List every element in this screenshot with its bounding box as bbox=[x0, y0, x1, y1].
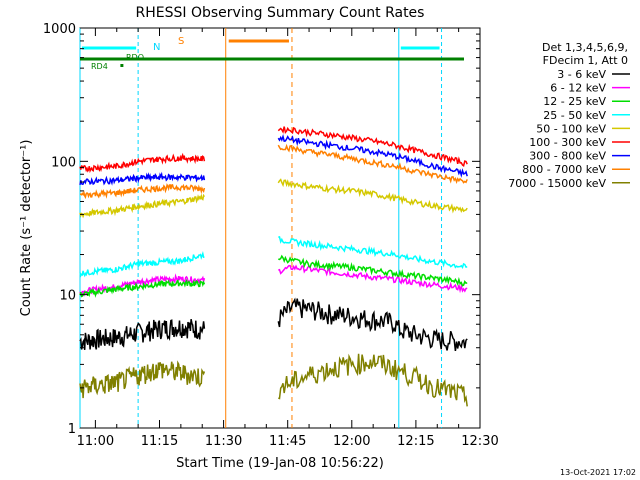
y-tick-label: 10 bbox=[59, 289, 76, 304]
y-axis-label: Count Rate (s⁻¹ detector⁻¹) bbox=[19, 140, 34, 317]
footer-timestamp: 13-Oct-2021 17:02 bbox=[560, 468, 636, 477]
x-tick-label: 12:15 bbox=[397, 434, 434, 449]
legend-header-1: Det 1,3,4,5,6,9, bbox=[542, 41, 628, 54]
series-line-8-seg-0 bbox=[79, 360, 206, 399]
series-line-5-seg-1 bbox=[277, 126, 468, 168]
series-line-5-seg-0 bbox=[79, 152, 206, 174]
chart-title: RHESSI Observing Summary Count Rates bbox=[136, 5, 425, 21]
legend-label: 7000 - 15000 keV bbox=[508, 177, 606, 190]
plot-frame bbox=[79, 27, 481, 429]
legend-label: 800 - 7000 keV bbox=[522, 163, 606, 176]
x-tick-label: 12:00 bbox=[333, 434, 370, 449]
legend-label: 25 - 50 keV bbox=[543, 109, 606, 122]
x-axis: 11:00 11:15 11:30 11:45 12:00 12:15 12:30 bbox=[77, 28, 499, 449]
interval-markers bbox=[79, 28, 464, 428]
x-tick-label: 11:15 bbox=[141, 434, 178, 449]
series-line-0-seg-1 bbox=[277, 297, 468, 351]
series-line-3-seg-0 bbox=[79, 250, 205, 278]
series-line-4-seg-1 bbox=[277, 178, 468, 214]
legend-label: 300 - 800 keV bbox=[529, 150, 606, 163]
legend-label: 50 - 100 keV bbox=[536, 122, 606, 135]
legend: Det 1,3,4,5,6,9, FDecim 1, Att 0 3 - 6 k… bbox=[508, 41, 630, 190]
plot-area: N S RDO RD4 bbox=[79, 27, 481, 429]
x-tick-label: 11:45 bbox=[269, 434, 306, 449]
legend-header-2: FDecim 1, Att 0 bbox=[543, 54, 628, 67]
series-line-6-seg-0 bbox=[79, 171, 206, 186]
series-line-1-seg-0 bbox=[79, 273, 206, 298]
x-tick-label: 11:30 bbox=[205, 434, 242, 449]
x-tick-label: 12:30 bbox=[461, 434, 498, 449]
annotation-rd4: RD4 bbox=[91, 62, 108, 71]
x-axis-label: Start Time (19-Jan-08 10:56:22) bbox=[176, 456, 384, 471]
series-line-0-seg-0 bbox=[79, 319, 206, 350]
y-tick-label: 100 bbox=[51, 155, 76, 170]
series-line-3-seg-1 bbox=[278, 235, 468, 270]
annotation-s: S bbox=[178, 36, 184, 47]
y-axis: 1 10 100 1000 bbox=[43, 22, 480, 437]
annotations: N S RDO RD4 bbox=[91, 36, 184, 71]
series-line-2-seg-0 bbox=[79, 278, 206, 298]
y-tick-label: 1000 bbox=[43, 22, 76, 37]
x-tick-label: 11:00 bbox=[77, 434, 114, 449]
rd4-marker bbox=[120, 64, 124, 67]
series-line-4-seg-0 bbox=[79, 193, 206, 219]
series-line-7-seg-1 bbox=[277, 143, 468, 184]
y-tick-label: 1 bbox=[68, 422, 76, 437]
annotation-rdo: RDO bbox=[126, 53, 144, 62]
legend-label: 3 - 6 keV bbox=[557, 68, 606, 81]
series-line-8-seg-1 bbox=[278, 353, 468, 407]
series-line-2-seg-1 bbox=[278, 254, 468, 287]
legend-label: 100 - 300 keV bbox=[529, 136, 606, 149]
series-line-7-seg-0 bbox=[79, 183, 206, 200]
annotation-n: N bbox=[153, 42, 160, 53]
legend-label: 6 - 12 keV bbox=[550, 82, 606, 95]
series-line-6-seg-1 bbox=[277, 133, 468, 178]
series-layer bbox=[79, 126, 468, 407]
legend-label: 12 - 25 keV bbox=[543, 95, 606, 108]
